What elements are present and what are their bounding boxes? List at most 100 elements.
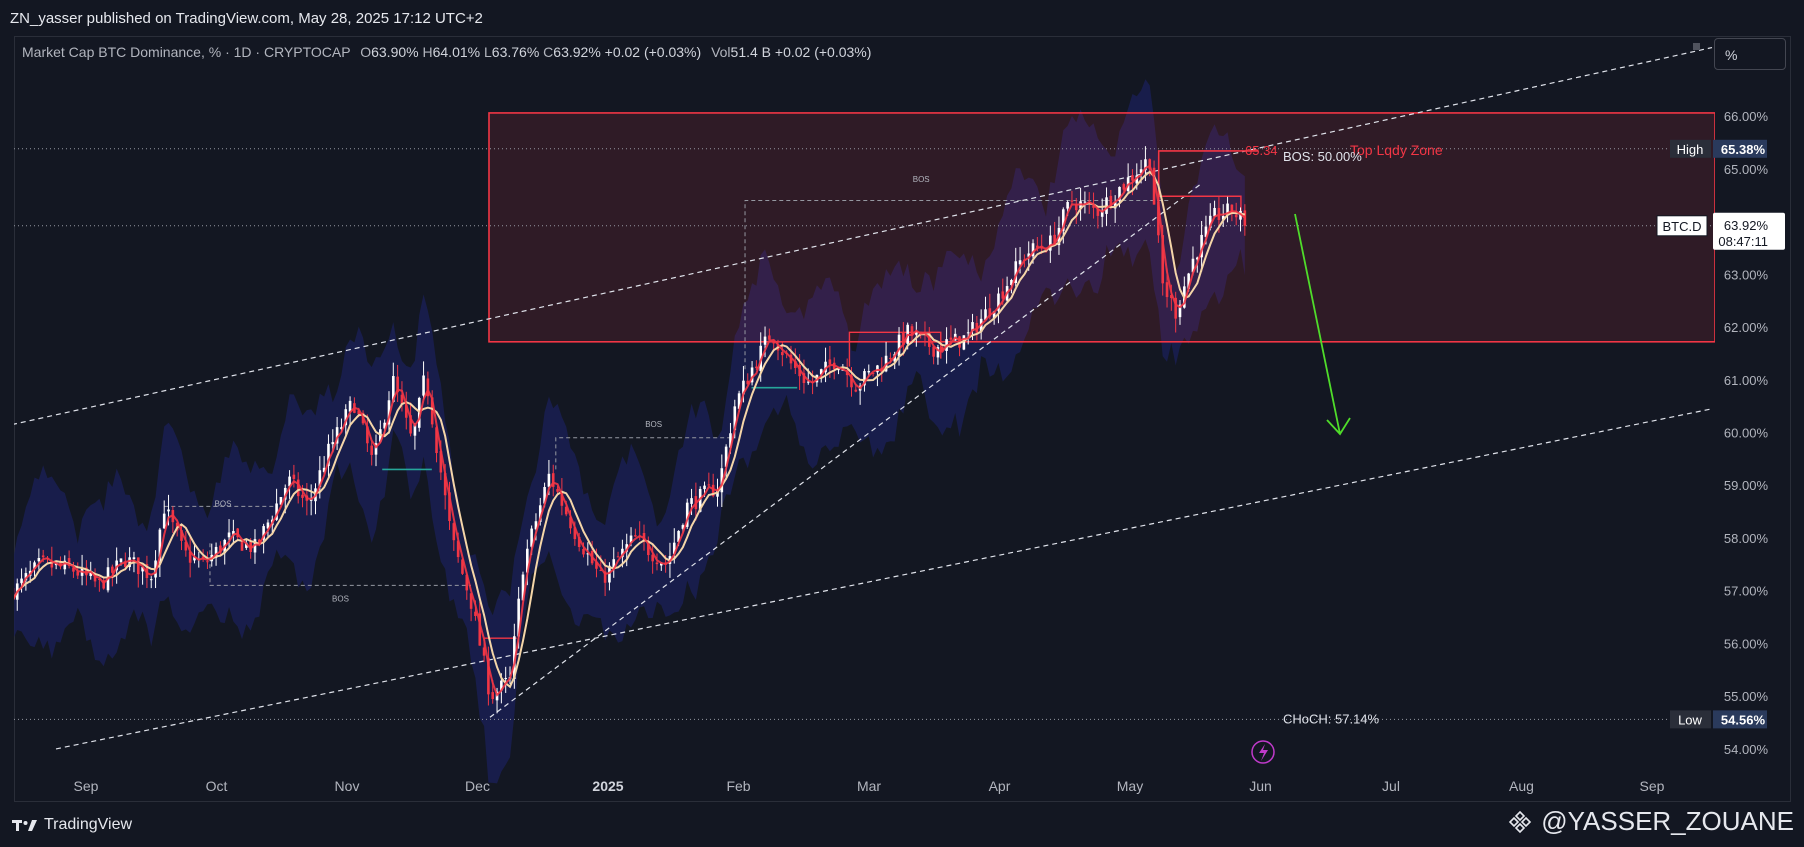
author-handle: @YASSER_ZOUANE [1541,806,1794,836]
rising-support-trendline[interactable] [489,184,1201,718]
candle-body [608,565,611,583]
candle [149,576,153,589]
candle-body [301,494,304,498]
candle-body [625,544,629,552]
candle-body [837,369,840,371]
candle [115,547,118,584]
candle-body [20,578,23,584]
tradingview-brand[interactable]: TradingView [12,816,132,834]
y-axis-tick-label: 60.00% [1724,426,1769,441]
moving-average-slow [14,170,1246,689]
legend-symbol: Market Cap BTC Dominance, % · 1D · CRYPT… [22,44,351,60]
candle-body [530,528,533,547]
channel-upper-trendline[interactable] [12,46,1713,425]
candle-body [1135,175,1139,184]
symbol-legend: Market Cap BTC Dominance, % · 1D · CRYPT… [22,44,871,60]
legend-change: +0.02 (+0.03%) [604,44,702,60]
candle-body [193,557,196,561]
candle-body [1010,279,1013,286]
channel-lower-trendline[interactable] [55,408,1713,750]
candle [1243,204,1247,236]
candle-body [1131,175,1134,181]
chart-frame[interactable] [14,36,1791,802]
candle-body [997,293,1000,311]
candle [616,551,620,558]
y-axis-tick-label: 58.00% [1724,531,1769,546]
x-axis-tick-label: Aug [1509,778,1534,794]
candle-body [564,506,568,515]
candle [461,558,464,576]
forecast-arrow-head [1326,417,1351,436]
candle-body [1066,202,1069,209]
legend-close-label: C [543,44,554,60]
candle [1178,300,1182,325]
candle-body [383,422,386,429]
candle [962,335,966,351]
bos-line-3 [555,437,735,470]
y-axis-tick-label: 66.00% [1724,109,1769,124]
candle [404,391,408,430]
last-price-bg [1713,212,1785,250]
candle-body [1226,203,1229,215]
candle-body [357,410,361,415]
candle-body [443,473,447,496]
liquidity-zone-box[interactable] [488,112,1715,343]
candle-body [517,598,520,637]
candle [184,531,188,557]
candle [966,319,970,345]
zone-name-label: Top Lqdy Zone [1350,142,1443,158]
candle-body [543,487,546,504]
volatility-band [14,79,1245,784]
candle-body [690,498,693,504]
settings-marker-icon[interactable] [1693,43,1700,50]
candle-body [240,539,244,551]
candle-body [448,492,451,522]
candle-body [711,484,715,497]
candle-body [651,554,654,562]
candle-body [124,561,127,567]
lightning-icon[interactable] [1251,740,1275,764]
candle-body [288,476,291,487]
candle [1040,234,1043,254]
candle-body [1018,260,1022,265]
candle-body [184,541,188,551]
candle-body [344,409,348,426]
candle [1213,200,1216,217]
candle [232,519,235,545]
candle-body [491,692,495,700]
lightning-icon-bolt [1259,744,1268,761]
candle-body [621,548,624,558]
candle-body [33,562,36,569]
candle-body [677,530,680,542]
candle-body [910,326,914,336]
candle [188,537,192,578]
candle [768,328,771,340]
candle-body [582,548,585,555]
x-axis-tick-label: Apr [989,778,1011,794]
candle-body [819,369,823,375]
candle-body [793,360,797,368]
candle-body [1200,234,1203,258]
candle-body [850,375,853,388]
y-axis-tick-label: 61.00% [1724,373,1769,388]
candle-body [63,560,67,570]
candle [14,588,15,600]
candle-body [167,509,170,512]
candle-body [781,352,784,356]
candle-body [98,579,101,581]
candle-body [1113,201,1117,209]
x-axis-tick-label: Jul [1382,778,1400,794]
candle-body [949,337,953,340]
legend-high: 64.01% [432,44,481,60]
high-price-label-text: High [1677,142,1704,157]
candle-body [474,611,477,617]
candle-body [824,361,827,373]
forecast-arrow-shaft[interactable] [1294,213,1341,435]
candle-body [940,346,944,352]
percent-scale-button[interactable]: % [1714,38,1786,70]
candle [932,346,935,365]
candle-body [266,522,270,529]
author-watermark: @YASSER_ZOUANE [1507,806,1794,837]
candle [984,296,987,321]
